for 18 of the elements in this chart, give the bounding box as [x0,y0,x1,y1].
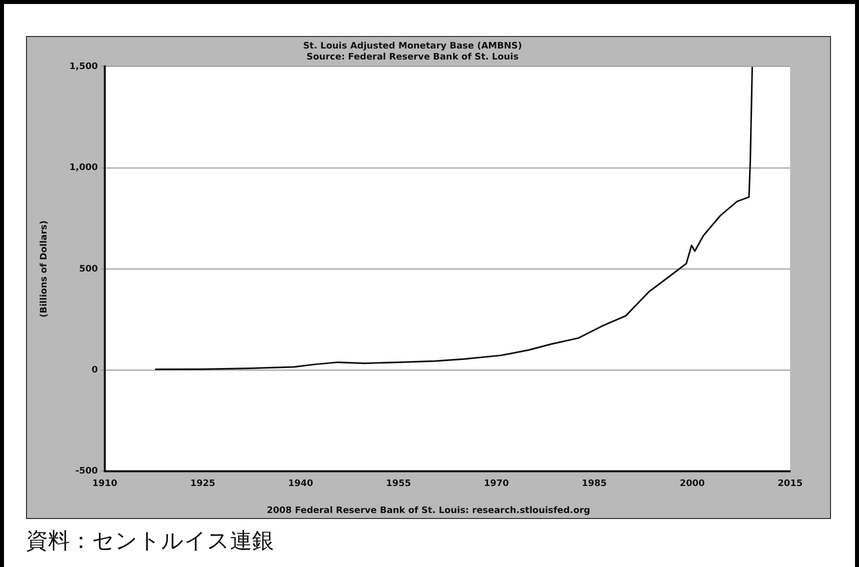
y-tick-label: 1,500 [69,62,98,72]
x-tick-label: 1910 [92,479,118,490]
text: 2008 Federal Reserve Bank of St. Louis: research.stlouisfed.org [266,506,590,516]
x-tick-label: 2000 [680,479,705,490]
y-tick-label: 1,000 [69,163,98,174]
y-axis-title: (Billions of Dollars) [40,220,50,318]
text: 資料：セントルイス連銀 [26,527,274,555]
y-tick-label: -500 [75,466,98,477]
x-tick-label: 1970 [484,479,509,490]
x-tick-label: 1955 [386,479,411,490]
y-tick-label: 0 [92,366,98,376]
chart-title: St. Louis Adjusted Monetary Base (AMBNS) [303,42,522,52]
x-tick-label: 1925 [190,479,216,490]
x-tick-label: 1985 [582,479,607,490]
y-tick-label: 500 [79,264,98,274]
x-tick-label: 2015 [778,479,803,490]
x-tick-label: 1940 [288,479,314,490]
chart-subtitle: Source: Federal Reserve Bank of St. Louis [306,52,519,62]
